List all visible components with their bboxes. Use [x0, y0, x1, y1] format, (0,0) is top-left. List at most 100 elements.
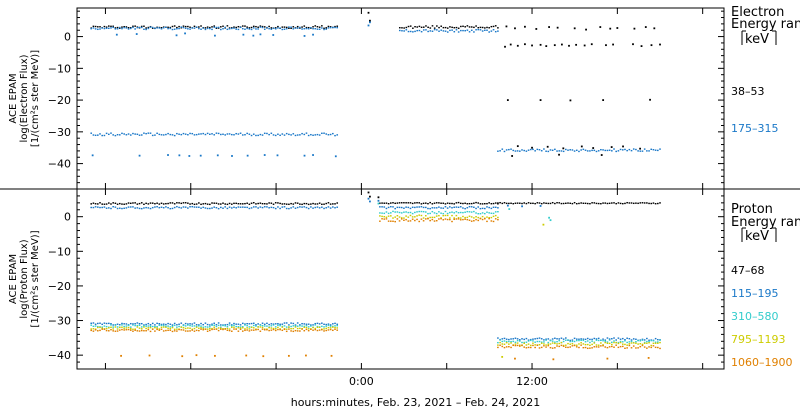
data-point: [244, 323, 246, 325]
data-point: [332, 323, 334, 325]
data-point: [224, 206, 227, 208]
data-point: [189, 203, 191, 205]
data-point: [383, 218, 386, 220]
data-point: [184, 322, 187, 325]
data-point: [129, 206, 132, 208]
data-point: [250, 207, 253, 209]
data-point: [272, 27, 275, 30]
data-point: [565, 337, 567, 339]
data-point: [305, 132, 308, 134]
data-point: [279, 207, 281, 210]
data-point: [418, 220, 421, 223]
data-point: [140, 328, 143, 330]
data-point: [580, 202, 582, 204]
data-point: [455, 29, 458, 31]
data-point: [213, 322, 216, 324]
data-point: [377, 196, 380, 199]
data-point: [488, 206, 490, 209]
data-point: [617, 341, 620, 344]
data-point: [505, 338, 508, 340]
data-point: [494, 211, 497, 213]
data-point: [123, 133, 125, 135]
data-point: [597, 202, 600, 205]
data-point: [217, 26, 220, 29]
data-point: [560, 150, 563, 152]
data-point: [390, 212, 392, 214]
data-point: [551, 338, 554, 340]
data-point: [299, 203, 301, 205]
data-point: [525, 347, 528, 349]
data-point: [143, 326, 145, 328]
data-point: [270, 202, 273, 204]
data-point: [184, 25, 187, 28]
data-point: [637, 343, 639, 345]
data-point: [173, 322, 176, 325]
data-point: [274, 326, 277, 328]
data-point: [193, 206, 196, 208]
data-point: [327, 329, 330, 331]
data-point: [132, 330, 134, 332]
data-point: [650, 344, 653, 347]
data-point: [97, 134, 99, 136]
data-point: [266, 329, 268, 331]
data-point: [334, 328, 336, 330]
data-point: [303, 330, 306, 332]
data-point: [92, 325, 95, 327]
data-point: [193, 330, 196, 332]
data-point: [187, 327, 189, 329]
data-point: [213, 25, 216, 27]
data-point: [178, 27, 180, 30]
data-point: [536, 340, 539, 343]
data-point: [90, 203, 93, 205]
data-point: [558, 338, 561, 340]
data-point: [595, 338, 598, 340]
data-point: [235, 28, 237, 30]
data-point: [167, 325, 169, 327]
data-point: [336, 324, 339, 327]
data-point: [292, 206, 295, 208]
data-point: [548, 26, 550, 28]
data-point: [283, 322, 286, 324]
data-point: [263, 26, 266, 28]
data-point: [635, 338, 637, 340]
data-point: [292, 327, 295, 330]
data-point: [285, 28, 288, 30]
data-point: [318, 329, 321, 331]
data-point: [589, 341, 591, 344]
data-point: [202, 132, 205, 135]
data-point: [643, 148, 646, 150]
data-point: [470, 220, 473, 222]
data-point: [169, 27, 172, 30]
data-point: [497, 344, 499, 346]
data-point: [567, 202, 569, 204]
data-point: [151, 325, 154, 328]
data-point: [266, 206, 268, 208]
data-point: [244, 25, 246, 27]
data-point: [127, 28, 130, 30]
data-point: [524, 25, 526, 28]
data-point: [551, 347, 554, 349]
data-point: [162, 330, 165, 332]
data-point: [323, 326, 325, 328]
data-point: [228, 324, 231, 326]
data-point: [637, 339, 639, 342]
data-point: [181, 355, 184, 358]
data-point: [573, 201, 576, 204]
data-point: [290, 26, 292, 28]
data-point: [294, 326, 297, 328]
data-point: [546, 145, 549, 148]
data-point: [460, 25, 462, 28]
data-point: [316, 206, 319, 208]
data-point: [312, 33, 314, 36]
data-point: [435, 207, 438, 209]
data-point: [549, 343, 552, 345]
data-point: [178, 133, 180, 135]
data-point: [112, 202, 114, 204]
data-point: [127, 27, 130, 29]
data-point: [477, 216, 480, 219]
data-point: [323, 27, 325, 30]
data-point: [602, 345, 604, 347]
data-point: [285, 203, 288, 205]
data-point: [123, 203, 125, 205]
data-point: [143, 132, 145, 134]
